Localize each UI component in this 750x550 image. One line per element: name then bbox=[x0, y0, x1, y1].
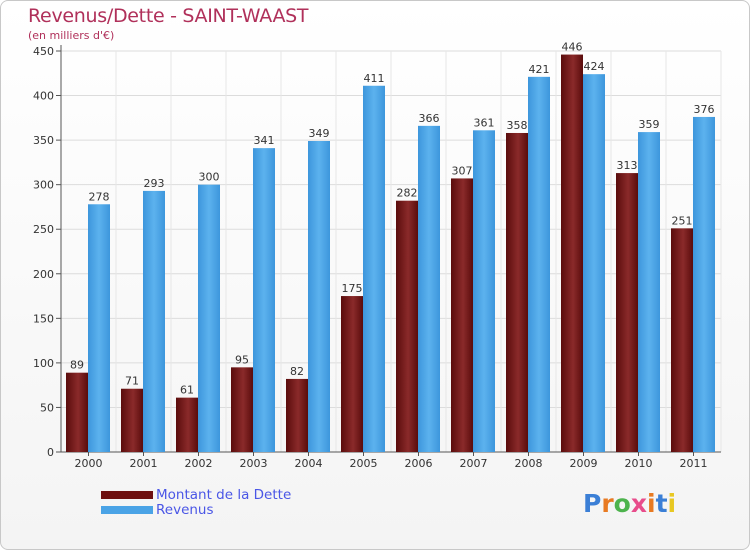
bar-revenus bbox=[363, 85, 385, 453]
data-label: 95 bbox=[235, 353, 249, 366]
y-tick-label: 150 bbox=[33, 312, 54, 325]
logo-letter: o bbox=[613, 489, 631, 518]
x-tick-label: 2011 bbox=[680, 457, 708, 470]
x-tick-label: 2010 bbox=[625, 457, 653, 470]
data-label: 307 bbox=[452, 164, 473, 177]
chart-subtitle: (en milliers d'€) bbox=[28, 29, 115, 42]
y-tick-label: 100 bbox=[33, 357, 54, 370]
data-label: 411 bbox=[364, 72, 385, 85]
logo-letter: x bbox=[630, 489, 647, 518]
logo-letter: i bbox=[667, 489, 677, 518]
x-tick-label: 2008 bbox=[515, 457, 543, 470]
bar-dette bbox=[396, 200, 418, 452]
axes: 0 50 100 150 200 250 300 350 400 450 2000 2001 2002 2… bbox=[33, 45, 721, 470]
bar-dette bbox=[506, 132, 528, 452]
bar-revenus bbox=[143, 190, 165, 452]
bar-dette bbox=[176, 397, 198, 452]
data-label: 446 bbox=[562, 41, 583, 54]
data-label: 300 bbox=[199, 171, 220, 184]
y-tick-label: 50 bbox=[40, 401, 54, 414]
bar-dette bbox=[451, 178, 473, 452]
bar-revenus bbox=[528, 76, 550, 452]
bar-revenus bbox=[418, 125, 440, 452]
bar-dette bbox=[121, 388, 143, 452]
data-label: 341 bbox=[254, 134, 275, 147]
bar-revenus bbox=[583, 74, 605, 453]
data-label: 313 bbox=[617, 159, 638, 172]
chart-title: Revenus/Dette - SAINT-WAAST bbox=[28, 5, 309, 27]
bar-dette bbox=[616, 173, 638, 453]
data-label: 251 bbox=[672, 214, 693, 227]
legend-swatch-dette bbox=[101, 491, 153, 499]
bars bbox=[66, 54, 715, 453]
proxiti-logo: Proxiti bbox=[583, 489, 676, 518]
y-tick-label: 400 bbox=[33, 90, 54, 103]
y-tick-label: 250 bbox=[33, 223, 54, 236]
data-label: 89 bbox=[70, 359, 84, 372]
logo-letter: i bbox=[647, 489, 656, 518]
x-tick-label: 2004 bbox=[295, 457, 323, 470]
logo-letter: r bbox=[601, 489, 614, 518]
data-label: 175 bbox=[342, 282, 363, 295]
data-label: 278 bbox=[89, 190, 110, 203]
x-tick-label: 2001 bbox=[130, 457, 158, 470]
x-tick-label: 2000 bbox=[75, 457, 103, 470]
x-tick-label: 2009 bbox=[570, 457, 598, 470]
bar-dette bbox=[66, 372, 88, 452]
legend-label-revenus: Revenus bbox=[156, 502, 214, 518]
data-label: 424 bbox=[584, 60, 605, 73]
logo-letter: t bbox=[655, 489, 668, 518]
bar-revenus bbox=[638, 132, 660, 452]
data-label: 349 bbox=[309, 127, 330, 140]
bar-revenus bbox=[693, 116, 715, 452]
bar-dette bbox=[561, 54, 583, 452]
bar-dette bbox=[286, 378, 308, 452]
x-tick-label: 2002 bbox=[185, 457, 213, 470]
bar-dette bbox=[671, 228, 693, 452]
x-tick-label: 2007 bbox=[460, 457, 488, 470]
y-tick-label: 450 bbox=[33, 45, 54, 58]
y-tick-label: 300 bbox=[33, 179, 54, 192]
grid-lines bbox=[61, 50, 722, 452]
data-label: 361 bbox=[474, 116, 495, 129]
legend-label-dette: Montant de la Dette bbox=[156, 487, 292, 503]
data-label: 71 bbox=[125, 375, 139, 388]
data-label: 61 bbox=[180, 384, 194, 397]
bar-revenus bbox=[308, 141, 330, 452]
data-label: 366 bbox=[419, 112, 440, 125]
bar-revenus bbox=[88, 204, 110, 452]
data-labels: 89 278 71 293 61 300 95 341 82 349 175 411 282 366 307… bbox=[70, 41, 715, 397]
data-label: 421 bbox=[529, 63, 550, 76]
data-label: 82 bbox=[290, 365, 304, 378]
data-label: 376 bbox=[694, 103, 715, 116]
data-label: 359 bbox=[639, 118, 660, 131]
bar-revenus bbox=[253, 148, 275, 452]
data-label: 358 bbox=[507, 119, 528, 132]
x-tick-label: 2005 bbox=[350, 457, 378, 470]
data-label: 293 bbox=[144, 177, 165, 190]
x-tick-label: 2003 bbox=[240, 457, 268, 470]
logo-letter: P bbox=[583, 489, 602, 518]
y-tick-label: 350 bbox=[33, 134, 54, 147]
y-tick-label: 200 bbox=[33, 268, 54, 281]
legend-swatch-revenus bbox=[101, 506, 153, 514]
data-label: 282 bbox=[397, 187, 418, 200]
bar-revenus bbox=[473, 130, 495, 452]
y-tick-label: 0 bbox=[47, 446, 54, 459]
bar-revenus bbox=[198, 184, 220, 452]
bar-dette bbox=[231, 367, 253, 452]
bar-dette bbox=[341, 296, 363, 452]
x-tick-label: 2006 bbox=[405, 457, 433, 470]
